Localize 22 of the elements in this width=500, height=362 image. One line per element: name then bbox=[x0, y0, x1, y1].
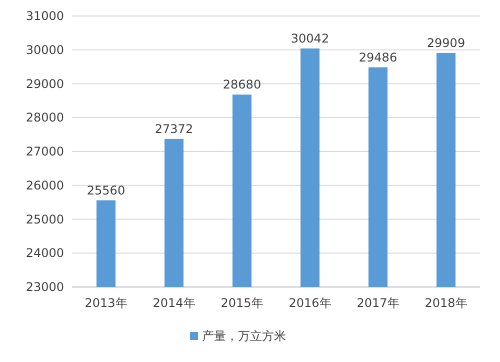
data-label: 29909 bbox=[426, 36, 466, 50]
x-tick-label: 2014年 bbox=[152, 296, 196, 310]
x-tick-label: 2018年 bbox=[424, 296, 468, 310]
data-label: 29486 bbox=[358, 50, 398, 64]
x-tick-label: 2017年 bbox=[356, 296, 400, 310]
x-tick-label: 2013年 bbox=[84, 296, 128, 310]
y-tick-label: 24000 bbox=[26, 246, 64, 260]
x-tick-label: 2016年 bbox=[288, 296, 332, 310]
data-label: 27372 bbox=[154, 122, 194, 136]
data-label: 25560 bbox=[86, 183, 126, 198]
y-tick-label: 30000 bbox=[26, 42, 64, 57]
data-label: 28680 bbox=[222, 78, 262, 92]
y-tick-label: 28000 bbox=[26, 110, 64, 125]
data-label: 30042 bbox=[290, 31, 330, 46]
y-tick-label: 26000 bbox=[26, 178, 64, 192]
y-tick-label: 23000 bbox=[26, 280, 64, 294]
y-tick-label: 27000 bbox=[26, 144, 64, 158]
y-tick-label: 25000 bbox=[26, 212, 64, 226]
x-tick-label: 2015年 bbox=[220, 296, 264, 310]
y-tick-label: 29000 bbox=[26, 76, 64, 91]
legend-label: 产量，万立方米 bbox=[202, 329, 286, 343]
y-tick-label: 31000 bbox=[26, 9, 64, 23]
